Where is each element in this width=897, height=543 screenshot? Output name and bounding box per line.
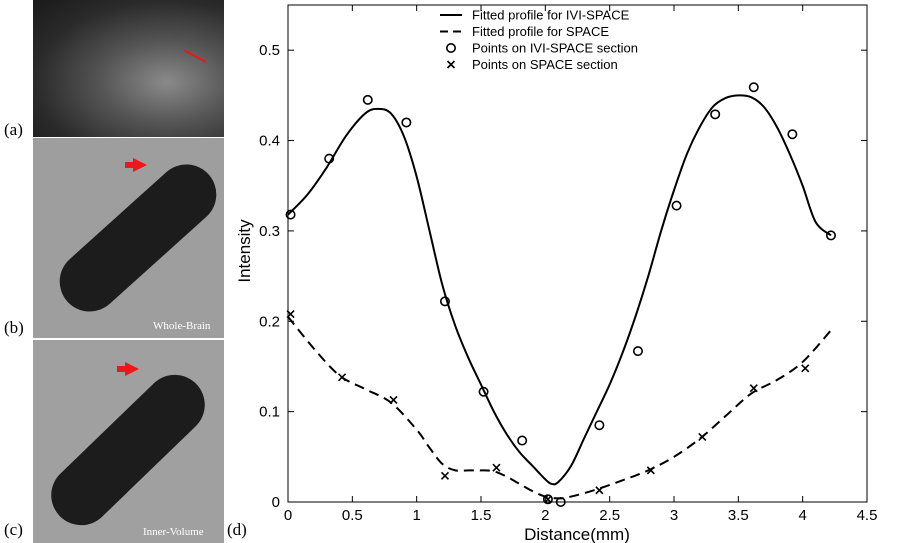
circle-point (594, 420, 605, 431)
circle-point (362, 94, 373, 105)
y-tick-label: 0.4 (259, 133, 280, 150)
x-point (337, 373, 347, 382)
plot-frame (287, 4, 868, 503)
caption-inner-volume: Inner-Volume (143, 526, 204, 538)
x-point (492, 463, 501, 472)
x-tick-label: 0 (284, 507, 292, 524)
circle-point (439, 296, 450, 307)
panel-label-b: (b) (4, 318, 24, 337)
circle-point (710, 109, 721, 120)
circle-point (324, 153, 335, 164)
red-arrow-icon (125, 362, 139, 376)
fitted-ivi-space-line (287, 94, 832, 486)
x-tick-label: 4.5 (857, 507, 878, 524)
x-tick-label: 3 (670, 507, 678, 524)
mri-panel-b: Whole-Brain (33, 138, 224, 338)
circle-point (632, 346, 643, 357)
circle-point (478, 386, 489, 397)
series-2 (285, 82, 836, 507)
red-arrow-shaft (117, 366, 127, 372)
panel-label-c: (c) (4, 520, 23, 539)
mri-panel-c: Inner-Volume (33, 340, 224, 543)
circle-point (825, 230, 836, 241)
circle-point (671, 200, 682, 211)
fitted-space-line (287, 316, 832, 500)
circle-point (401, 117, 412, 128)
y-tick-label: 0.5 (259, 42, 280, 59)
x-axis-title: Distance(mm) (524, 525, 630, 543)
x-point (646, 466, 655, 475)
y-tick-label: 0.1 (259, 404, 280, 421)
x-point (440, 471, 450, 480)
x-point (595, 486, 604, 495)
circle-point (542, 494, 553, 505)
x-tick-label: 2.5 (599, 507, 620, 524)
x-point (698, 432, 707, 442)
red-arrow-shaft (125, 162, 135, 168)
x-point (389, 395, 398, 404)
axes: 0 0.5 1 1.5 2 2.5 3 3.5 4 4.5 0 0.1 0.2 0.3 0.4 0.5 (259, 4, 878, 524)
series-1 (287, 316, 832, 500)
caption-whole-brain: Whole-Brain (153, 320, 211, 332)
circle-point (748, 82, 759, 93)
y-tick-label: 0.2 (259, 313, 280, 330)
x-tick-label: 1.5 (471, 507, 492, 524)
panel-label-d: (d) (227, 520, 247, 539)
series-3 (286, 309, 810, 504)
x-tick-label: 2 (541, 507, 549, 524)
x-point (446, 60, 456, 69)
y-tick-label: 0 (272, 494, 280, 511)
legend-label: Points on IVI-SPACE section (472, 41, 638, 56)
series (285, 82, 836, 507)
circle-point (787, 129, 798, 140)
y-tick-label: 0.3 (259, 223, 280, 240)
y-axis-title: Intensity (235, 219, 254, 283)
x-point (801, 364, 810, 373)
legend-label: Fitted profile for IVI-SPACE (472, 8, 630, 23)
red-arrow-icon (133, 158, 147, 172)
panel-label-a: (a) (4, 120, 23, 139)
legend-label: Points on SPACE section (472, 57, 618, 72)
circle-point (555, 496, 566, 507)
circle-point (517, 435, 528, 446)
circle-point (285, 209, 296, 220)
x-point (286, 309, 295, 319)
circle-point (445, 42, 456, 53)
x-tick-label: 3.5 (728, 507, 749, 524)
x-point (749, 384, 758, 393)
mri-panel-a (33, 0, 224, 137)
x-point (543, 495, 552, 504)
x-tick-label: 0.5 (342, 507, 363, 524)
x-tick-label: 1 (412, 507, 420, 524)
x-tick-label: 4 (798, 507, 806, 524)
series-0 (287, 94, 832, 486)
legend-label: Fitted profile for SPACE (472, 24, 609, 39)
